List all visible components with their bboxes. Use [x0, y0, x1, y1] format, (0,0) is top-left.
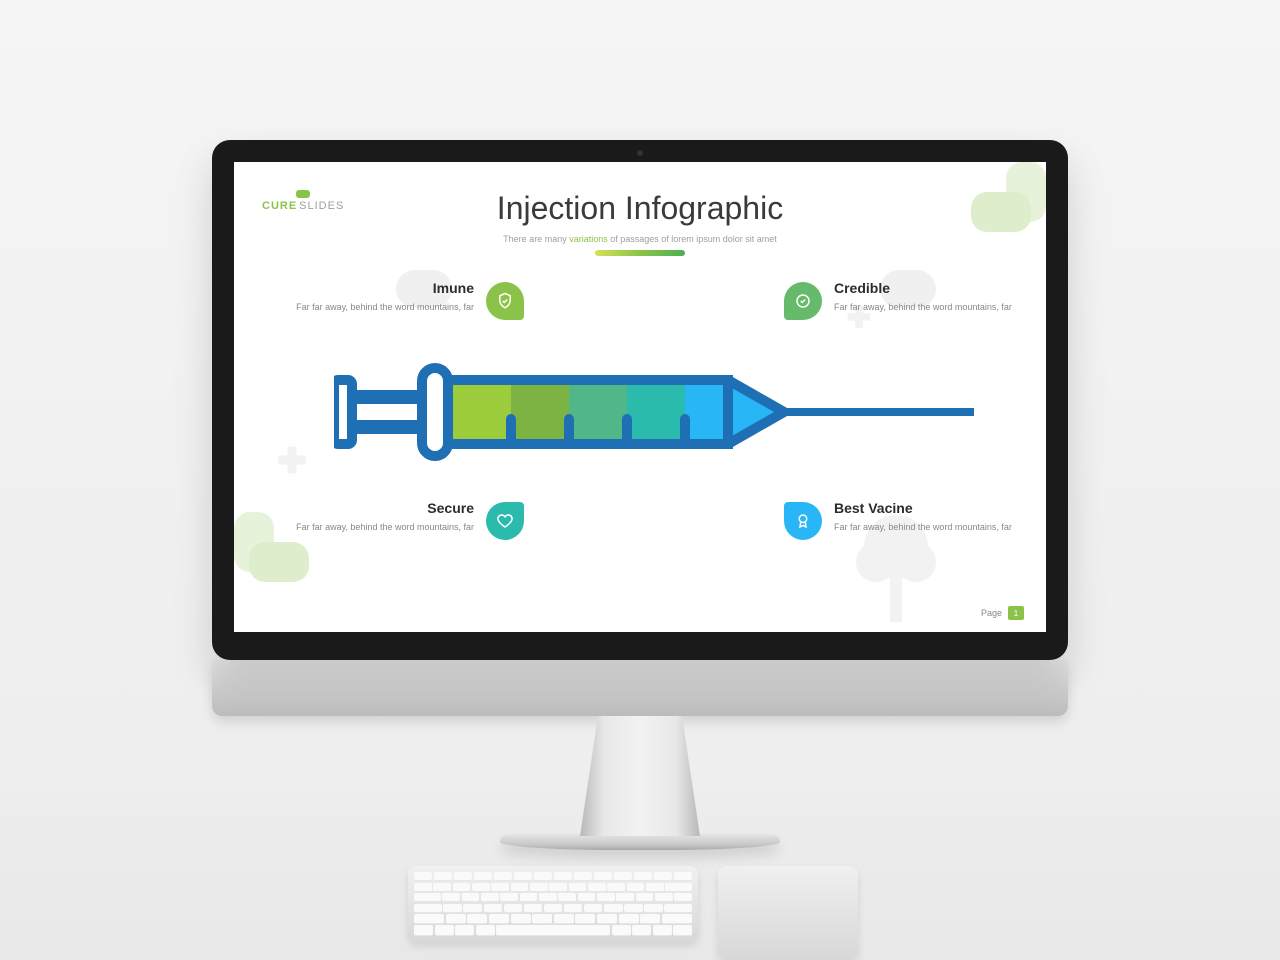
heart-icon [486, 502, 524, 540]
callout-body: Far far away, behind the word mountains,… [274, 300, 474, 314]
callout-body: Far far away, behind the word mountains,… [274, 520, 474, 534]
callout-body: Far far away, behind the word mountains,… [834, 300, 1034, 314]
title-underline [595, 250, 685, 256]
callout-best-vacine: Best Vacine Far far away, behind the wor… [834, 500, 1034, 534]
monitor-stand-neck [580, 716, 700, 836]
screen: CURESLIDES Injection Infographic There a… [234, 162, 1046, 632]
check-circle-icon [784, 282, 822, 320]
monitor-frame: CURESLIDES Injection Infographic There a… [212, 140, 1068, 850]
callout-credible: Credible Far far away, behind the word m… [834, 280, 1034, 314]
page-subtitle: There are many variations of passages of… [234, 234, 1046, 244]
callout-body: Far far away, behind the word mountains,… [834, 520, 1034, 534]
callout-title: Best Vacine [834, 500, 1034, 516]
callout-title: Imune [274, 280, 474, 296]
page-footer: Page 1 [981, 606, 1024, 620]
camera-icon [637, 150, 643, 156]
trackpad [718, 866, 858, 958]
award-icon [784, 502, 822, 540]
monitor-chin [212, 660, 1068, 716]
callout-title: Credible [834, 280, 1034, 296]
plus-shape-icon [274, 442, 310, 478]
shield-icon [486, 282, 524, 320]
page-number: 1 [1008, 606, 1024, 620]
syringe-graphic [334, 352, 974, 472]
callout-title: Secure [274, 500, 474, 516]
monitor-bezel: CURESLIDES Injection Infographic There a… [212, 140, 1068, 660]
callout-imune: Imune Far far away, behind the word moun… [274, 280, 474, 314]
callout-secure: Secure Far far away, behind the word mou… [274, 500, 474, 534]
page-label: Page [981, 608, 1002, 618]
keyboard [408, 866, 698, 942]
page-title: Injection Infographic [234, 190, 1046, 227]
monitor-stand-foot [500, 834, 780, 850]
